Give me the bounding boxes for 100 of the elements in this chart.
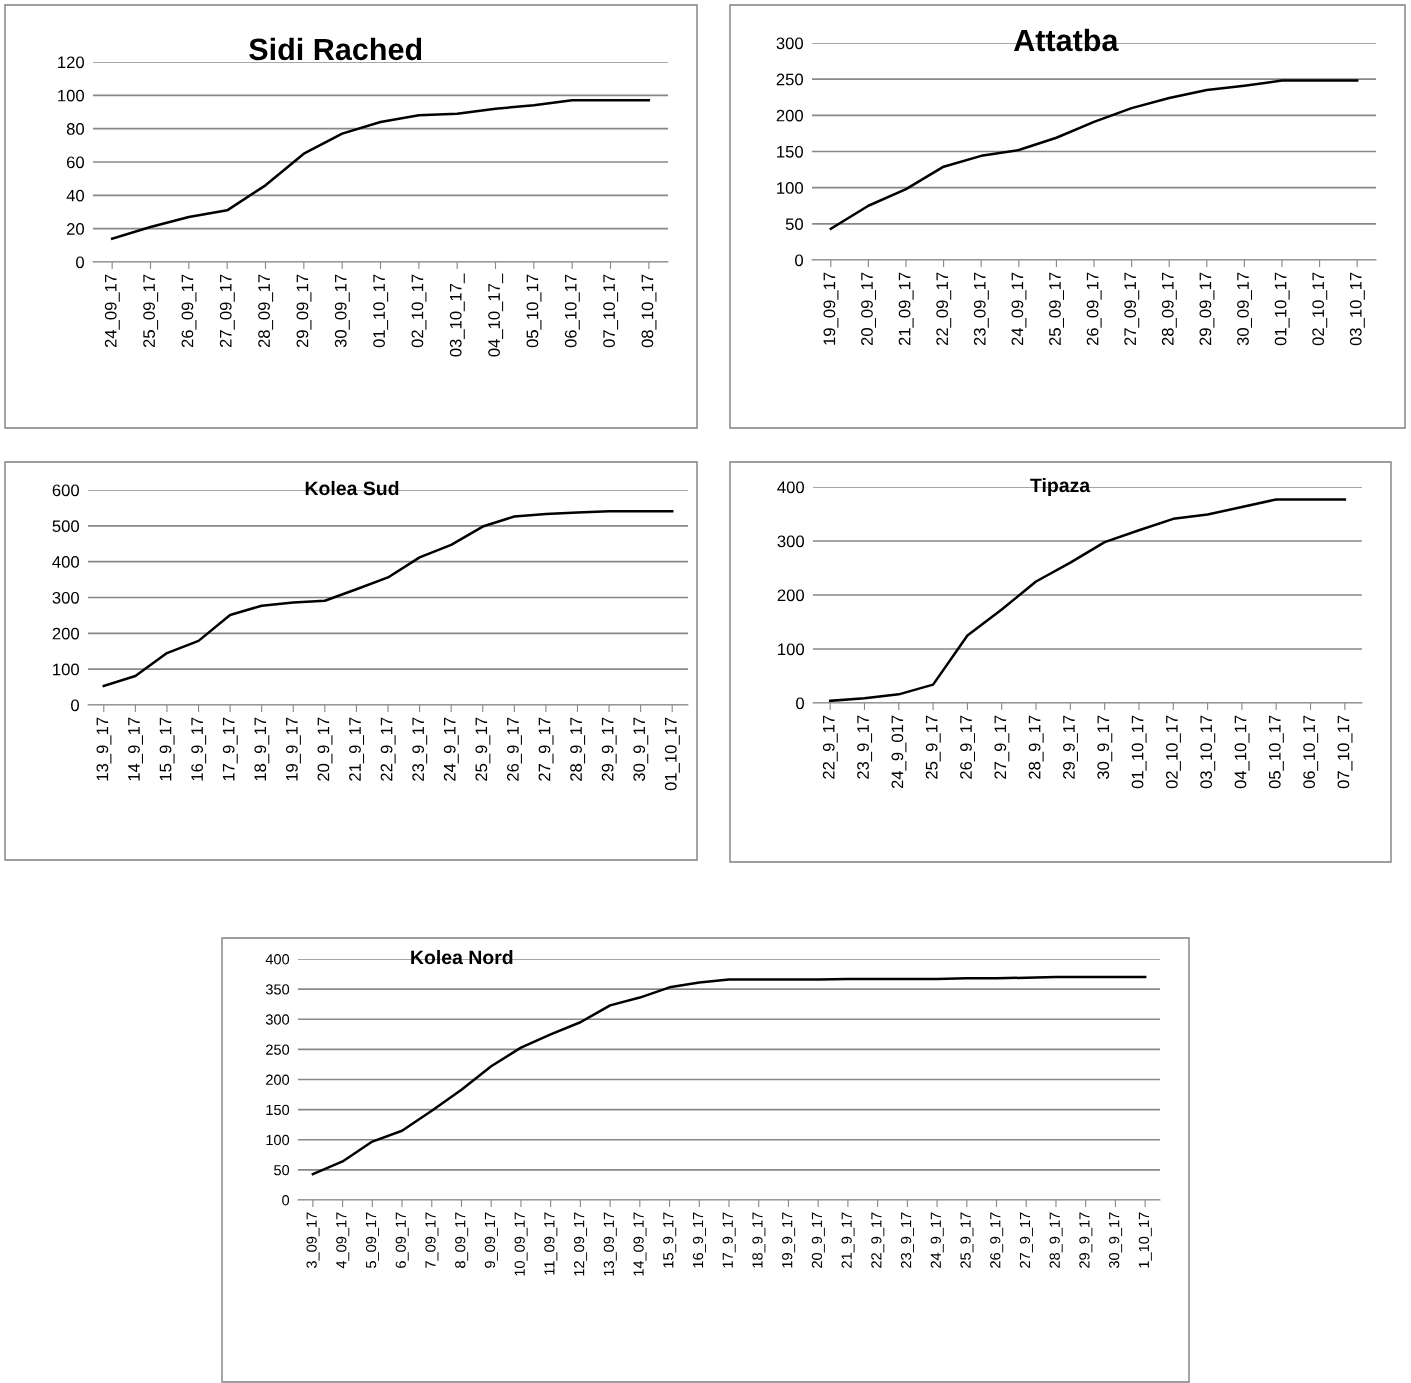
line-series	[311, 975, 1147, 1176]
y-tick-label: 50	[785, 218, 804, 231]
x-tick-label: 23_9_17	[900, 1212, 915, 1268]
y-tick-label: 120	[58, 56, 85, 69]
x-tick-label: 18_9_17	[254, 717, 270, 781]
chart-title: Kolea Sud	[305, 480, 399, 496]
x-tick-label: 07_10_17	[603, 274, 619, 348]
y-tick-label: 400	[777, 481, 805, 494]
x-tick-label: 3_09_17	[306, 1212, 320, 1269]
y-tick-label: 20	[66, 223, 85, 235]
x-tick-label: 30_9_17	[633, 717, 649, 782]
x-tick-label: 18_9_17	[752, 1212, 766, 1268]
y-tick-label: 60	[66, 156, 85, 169]
x-tick-label: 24_09_17	[1011, 272, 1027, 346]
y-tick-label: 200	[777, 589, 805, 602]
y-tick-label: 350	[265, 984, 290, 995]
y-tick-label: 400	[265, 954, 290, 965]
x-tick-label: 19_9_17	[782, 1212, 796, 1268]
x-tick-label: 27_9_17	[1019, 1212, 1033, 1268]
x-tick-label: 24_09_17	[104, 274, 120, 348]
y-tick-label: 100	[266, 1134, 290, 1146]
y-tick-label: 300	[777, 535, 805, 548]
x-tick-label: 02_10_17	[1312, 272, 1328, 346]
x-tick-label: 9_09_17	[484, 1212, 498, 1268]
chart-title: Attatba	[1013, 28, 1119, 52]
y-tick-label: 0	[282, 1195, 290, 1206]
y-tick-label: 100	[777, 182, 804, 194]
x-tick-label: 01_10_17	[664, 717, 680, 791]
x-tick-label: 04_10_17	[1234, 715, 1250, 789]
x-tick-label: 28_9_17	[570, 717, 586, 781]
y-tick-label: 300	[52, 591, 80, 604]
line-series	[829, 79, 1359, 231]
x-tick-label: 8_09_17	[455, 1212, 469, 1268]
x-tick-label: 4_09_17	[336, 1212, 350, 1269]
x-tick-label: 13_9_17	[96, 717, 112, 781]
x-tick-label: 29_09_17	[1199, 272, 1215, 346]
x-tick-label: 30_09_17	[1237, 272, 1253, 346]
x-tick-label: 24_9_17	[930, 1212, 944, 1268]
y-tick-label: 0	[795, 254, 804, 267]
y-tick-label: 400	[52, 556, 80, 568]
x-tick-label: 26_9_17	[506, 717, 522, 781]
x-tick-label: 5_09_17	[365, 1212, 379, 1268]
x-tick-label: 08_10_17	[641, 274, 657, 348]
x-tick-label: 21_9_17	[349, 717, 365, 781]
x-tick-label: 21_09_17	[898, 272, 914, 346]
x-tick-label: 14_9_17	[128, 717, 143, 781]
x-tick-label: 14_09_17	[633, 1212, 647, 1276]
y-tick-label: 200	[266, 1074, 290, 1085]
x-tick-label: 15_9_17	[159, 717, 175, 781]
x-tick-label: 04_10_17_	[488, 273, 504, 357]
x-tick-label: 27_09_17	[1124, 272, 1140, 346]
x-tick-label: 26_9_17	[960, 715, 976, 779]
x-tick-label: 13_09_17	[603, 1212, 617, 1276]
x-tick-label: 22_9_17	[822, 715, 838, 779]
x-tick-label: 30_9_17	[1097, 715, 1113, 780]
x-tick-label: 25_09_17	[143, 274, 159, 348]
y-tick-label: 150	[266, 1104, 290, 1116]
x-tick-label: 26_09_17	[181, 274, 197, 348]
x-tick-label: 25_9_17	[475, 717, 491, 781]
y-tick-label: 80	[66, 123, 85, 135]
line-series	[828, 498, 1347, 703]
x-tick-label: 20_9_17	[317, 717, 333, 781]
x-tick-label: 29_09_17	[296, 274, 312, 348]
chart-title: Tipaza	[1030, 477, 1091, 497]
y-tick-label: 100	[778, 643, 805, 656]
y-tick-label: 40	[66, 189, 85, 202]
y-tick-label: 150	[777, 145, 804, 158]
x-tick-label: 12_09_17	[573, 1212, 588, 1276]
x-tick-label: 01_10_17	[1131, 715, 1147, 789]
y-tick-label: 50	[274, 1164, 290, 1176]
x-tick-label: 24_9_017	[891, 715, 907, 789]
x-tick-label: 03_10_17	[1349, 272, 1365, 346]
x-tick-label: 24_9_17	[443, 717, 459, 781]
x-tick-label: 07_10_17	[1337, 715, 1353, 789]
x-tick-label: 27_9_17	[994, 715, 1010, 779]
x-tick-label: 27_09_17	[219, 274, 235, 348]
x-tick-label: 27_9_17	[538, 717, 554, 781]
x-tick-label: 10_09_17	[514, 1212, 528, 1276]
chart-title: Sidi Rached	[249, 37, 422, 61]
x-tick-label: 25_09_17	[1049, 272, 1065, 346]
x-tick-label: 6_09_17	[395, 1212, 409, 1268]
x-tick-label: 03_10_17	[1200, 715, 1216, 789]
y-tick-label: 300	[776, 37, 804, 50]
y-tick-label: 200	[52, 627, 80, 640]
x-tick-label: 30_09_17	[334, 274, 350, 348]
x-tick-label: 20_09_17	[861, 272, 877, 346]
x-tick-label: 05_10_17	[1268, 715, 1284, 789]
x-tick-label: 17_9_17	[722, 1212, 736, 1268]
x-tick-label: 22_9_17	[380, 717, 396, 781]
y-tick-label: 600	[52, 484, 80, 497]
line-series	[102, 509, 674, 688]
y-tick-label: 100	[53, 663, 80, 676]
y-tick-label: 100	[58, 89, 85, 102]
y-tick-label: 250	[266, 1044, 290, 1055]
line-series	[110, 99, 651, 240]
x-tick-label: 17_9_17	[222, 717, 238, 781]
chart-title: Kolea Nord	[411, 949, 513, 965]
x-tick-label: 02_10_17	[1165, 715, 1181, 789]
y-tick-label: 0	[76, 256, 85, 269]
x-tick-label: 29_9_17	[1079, 1212, 1093, 1268]
